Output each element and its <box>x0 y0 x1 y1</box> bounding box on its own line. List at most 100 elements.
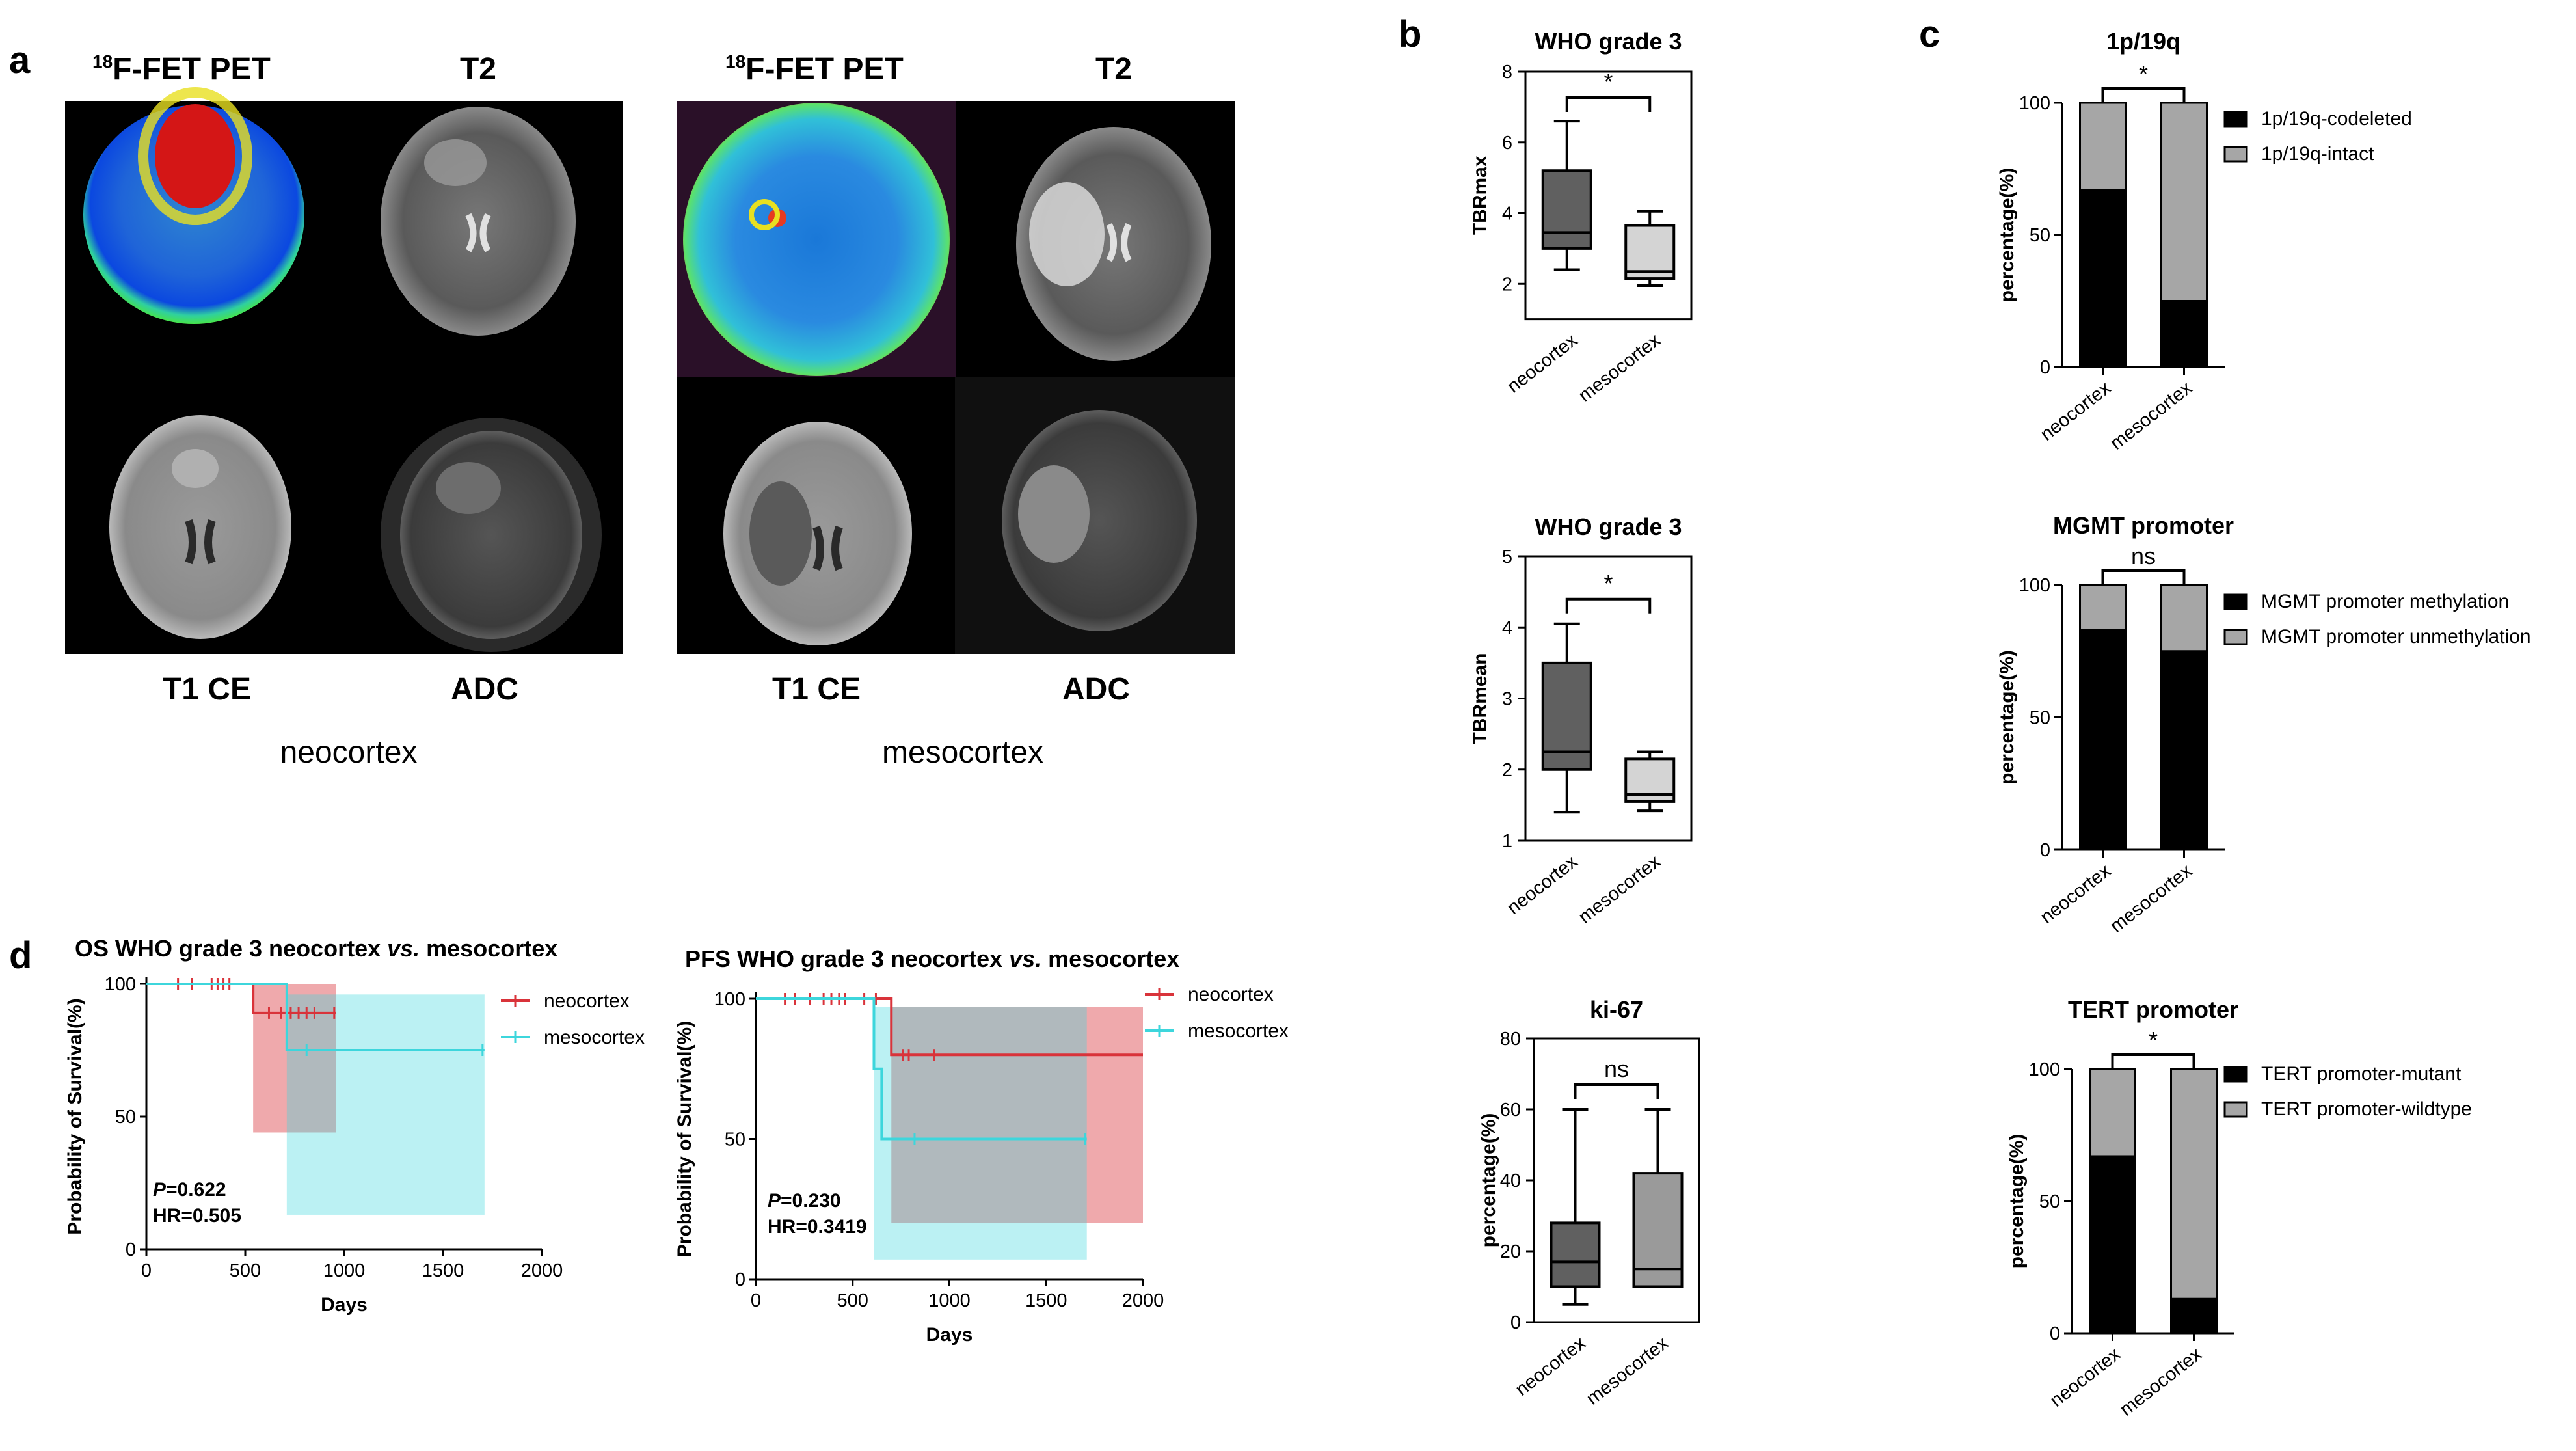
x-axis-title: Days <box>926 1324 973 1346</box>
x-tick-label: neocortex <box>1503 851 1581 919</box>
y-tick-label: 8 <box>1502 62 1512 83</box>
significance-bracket <box>2101 87 2186 103</box>
legend-label: 1p/19q-intact <box>2261 143 2374 165</box>
x-tick-label: mesocortex <box>2106 377 2196 454</box>
p-value: =0.230 <box>781 1190 841 1212</box>
y-tick-label: 100 <box>105 974 136 995</box>
bar-mgmt-promoter-unmethylation <box>2160 584 2208 653</box>
chart-title: ki-67 <box>1590 996 1643 1023</box>
pet-label-mesocortex: 18F-FET PET <box>725 51 904 87</box>
y-tick-label: 4 <box>1502 617 1512 638</box>
km-curve-mesocortex <box>756 997 1087 1141</box>
x-tick-label: neocortex <box>2046 1344 2125 1411</box>
chart-title: 1p/19q <box>2106 28 2180 55</box>
significance-label: ns <box>1604 1055 1629 1082</box>
x-tick-label: neocortex <box>2037 377 2115 445</box>
p-value: =0.622 <box>166 1179 226 1200</box>
hr-text: HR=0.3419 <box>768 1216 867 1238</box>
t2-image-neocortex <box>381 107 576 336</box>
title-vs: vs. <box>387 935 420 962</box>
t2-label-neocortex: T2 <box>460 52 496 87</box>
y-tick-label: 100 <box>714 989 745 1010</box>
x-tick-label: 2000 <box>521 1260 563 1281</box>
p-value-text: P=0.622 <box>153 1179 226 1200</box>
y-tick-label: 6 <box>1502 133 1512 154</box>
x-tick-label: 1500 <box>1025 1290 1067 1311</box>
legend-label: MGMT promoter unmethylation <box>2261 626 2531 647</box>
y-tick-label: 4 <box>1502 204 1512 224</box>
title-prefix: PFS WHO grade 3 neocortex <box>685 945 1009 972</box>
significance-bracket <box>2111 1053 2195 1069</box>
x-tick-label: neocortex <box>1512 1333 1590 1400</box>
box-chart-ki67: ki-67 0 20 40 60 80 percentage(%) neocortexmeso… <box>1478 996 1700 1409</box>
y-tick-label: 40 <box>1500 1171 1521 1191</box>
x-tick-label: neocortex <box>2037 860 2115 928</box>
y-tick-label: 50 <box>2030 708 2050 729</box>
y-tick-label: 80 <box>1500 1029 1521 1050</box>
chart-title: TERT promoter <box>2068 996 2238 1023</box>
box-chart-tbrmean: WHO grade 3 1 2 3 4 5 TBRmean neocortexmesocort… <box>1469 513 1693 928</box>
bar-1p-19q-intact <box>2079 102 2127 191</box>
x-tick-label: 0 <box>141 1260 152 1281</box>
title-suffix: mesocortex <box>1041 945 1179 972</box>
chart-title: MGMT promoter <box>2053 512 2234 539</box>
y-tick-label: 50 <box>115 1107 136 1128</box>
bar-chart-1p19q: 1p/19q 0 50 100 percentage(%) neocortexmesoco… <box>1996 28 2412 454</box>
y-tick-label: 0 <box>126 1240 136 1260</box>
y-axis-title: percentage(%) <box>1996 168 2018 303</box>
y-axis-title: Probability of Survival(%) <box>64 998 86 1234</box>
y-tick-label: 0 <box>2050 1323 2060 1344</box>
x-tick-label: 1500 <box>422 1260 464 1281</box>
y-tick-label: 60 <box>1500 1100 1521 1120</box>
legend-swatch <box>2223 1066 2248 1083</box>
title-vs: vs. <box>1009 945 1041 972</box>
box-neocortex <box>1550 1221 1601 1288</box>
y-tick-label: 50 <box>2039 1191 2060 1212</box>
x-tick-label: 500 <box>837 1290 868 1311</box>
y-tick-label: 20 <box>1500 1241 1521 1262</box>
y-axis-title: TBRmean <box>1469 653 1491 744</box>
km-curve-mesocortex <box>146 983 485 1051</box>
panel-letter-a: a <box>9 39 31 81</box>
legend-swatch <box>2223 146 2248 163</box>
significance-label: * <box>1603 570 1613 597</box>
y-tick-label: 3 <box>1502 689 1512 710</box>
y-tick-label: 100 <box>2019 575 2050 596</box>
ci-band-mesocortex <box>286 994 485 1215</box>
y-axis-title: Probability of Survival(%) <box>674 1021 695 1257</box>
pet-image-neocortex <box>83 87 304 324</box>
box-neocortex <box>1541 661 1592 771</box>
y-axis-title: percentage(%) <box>1996 650 2018 785</box>
legend-label: neocortex <box>1188 984 1274 1005</box>
panel-a-mesocortex: 18F-FET PET T2 T1 CE ADC mesocortex <box>677 51 1235 770</box>
y-tick-label: 0 <box>2040 840 2050 861</box>
significance-label: * <box>2149 1027 2158 1053</box>
bar-chart-mgmt: MGMT promoter 0 50 100 percentage(%) neocorte… <box>1996 512 2531 937</box>
legend-label: 1p/19q-codeleted <box>2261 108 2412 129</box>
chart-title: WHO grade 3 <box>1535 28 1682 55</box>
plot-frame <box>1524 70 1693 321</box>
box-chart-tbrmax: WHO grade 3 2 4 6 8 TBRmax neocortexmesocortex… <box>1469 28 1693 406</box>
x-tick-label: 1000 <box>928 1290 971 1311</box>
chart-title: WHO grade 3 <box>1535 513 1682 540</box>
legend-label: MGMT promoter methylation <box>2261 591 2509 612</box>
significance-bracket <box>1565 597 1652 614</box>
box-mesocortex <box>1624 224 1676 280</box>
significance-label: ns <box>2131 543 2156 569</box>
legend-label: TERT promoter-wildtype <box>2261 1098 2472 1120</box>
x-tick-label: mesocortex <box>1583 1333 1672 1409</box>
x-tick-label: neocortex <box>1503 330 1581 398</box>
x-tick-label: mesocortex <box>2116 1344 2206 1420</box>
hr-text: HR=0.505 <box>153 1205 241 1227</box>
bar-chart-tert: TERT promoter 0 50 100 percentage(%) neocorte… <box>2006 996 2472 1420</box>
panel-letter-b: b <box>1399 13 1421 55</box>
y-tick-label: 50 <box>2030 225 2050 246</box>
x-tick-label: 1000 <box>323 1260 366 1281</box>
x-tick-label: 0 <box>751 1290 761 1311</box>
legend-swatch <box>2223 1101 2248 1118</box>
y-tick-label: 0 <box>2040 357 2050 378</box>
significance-label: * <box>2139 61 2148 87</box>
legend-label: mesocortex <box>1188 1020 1289 1042</box>
panel-a-neocortex: 18F-FET PET T2 T1 CE ADC neocortex <box>65 51 623 770</box>
